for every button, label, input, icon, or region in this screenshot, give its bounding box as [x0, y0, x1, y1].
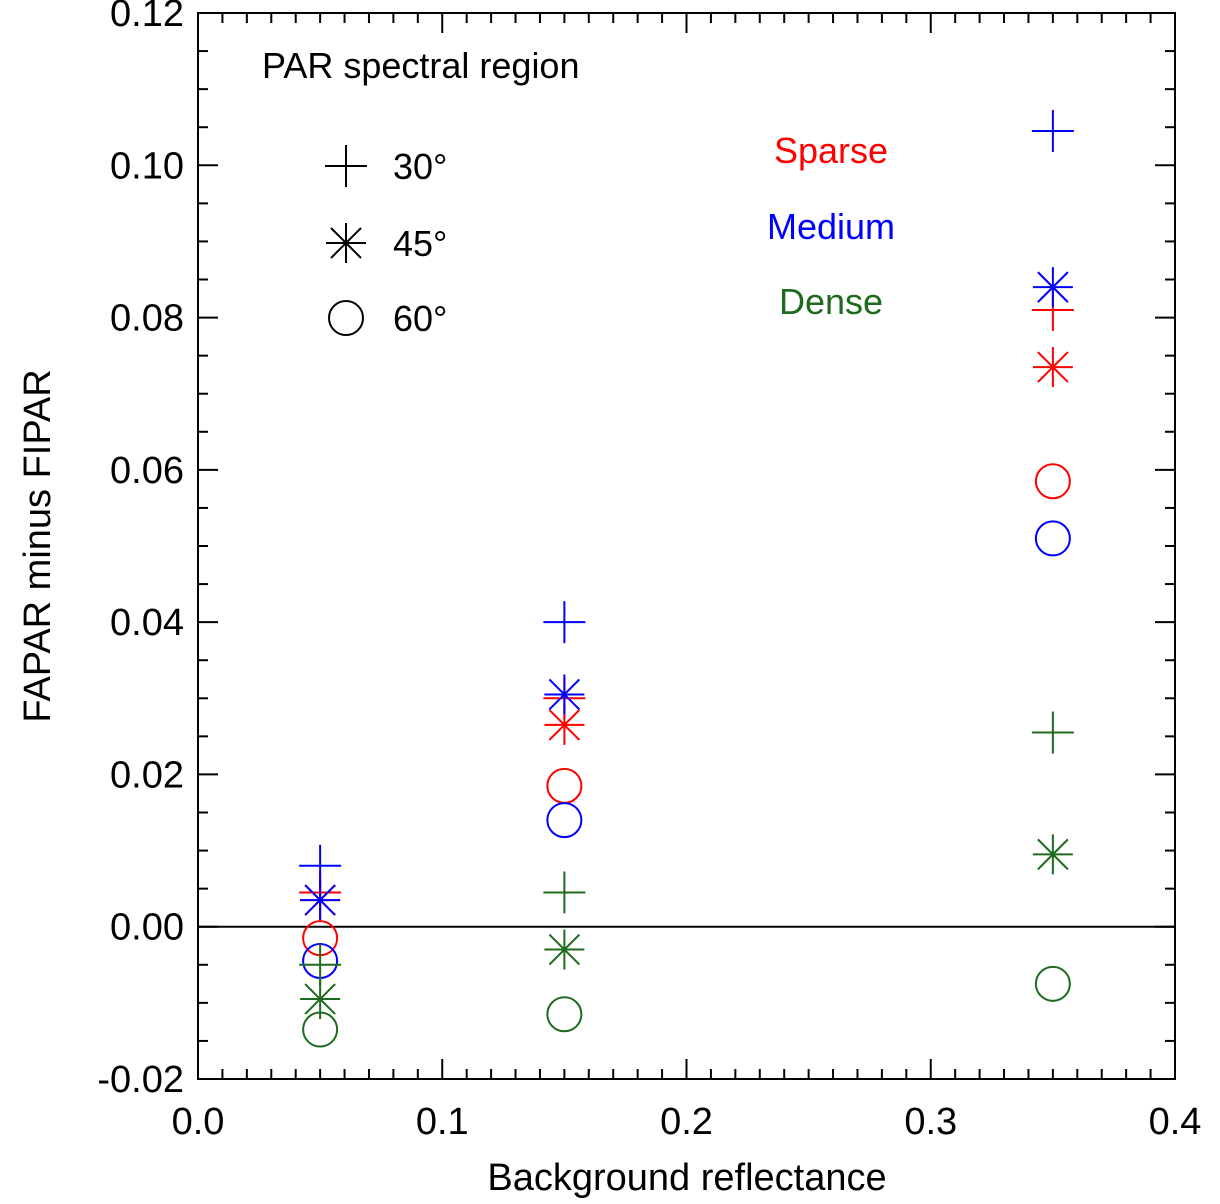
- asterisk-marker-d2: [1037, 351, 1069, 383]
- y-tick-label: 0.04: [110, 602, 184, 644]
- legend-density-label: Medium: [767, 206, 895, 247]
- legend-density-label: Dense: [779, 281, 883, 322]
- x-tick-label: 0.3: [904, 1101, 957, 1143]
- data-points: [299, 110, 1074, 1048]
- data-point: [300, 979, 341, 1020]
- asterisk-marker-d2: [548, 709, 581, 741]
- data-point: [1032, 347, 1073, 388]
- data-point: [543, 601, 586, 644]
- data-point: [1034, 463, 1071, 500]
- legend-density-label: Sparse: [774, 130, 888, 171]
- legend-asterisk-symbol: [326, 223, 366, 263]
- y-tick-label: 0.12: [110, 0, 184, 35]
- data-point: [299, 844, 342, 887]
- data-point: [544, 929, 585, 970]
- x-tick-label: 0.2: [660, 1101, 713, 1143]
- y-axis-title: FAPAR minus FIPAR: [17, 369, 59, 722]
- x-tick-label: 0.4: [1149, 1101, 1202, 1143]
- data-point: [544, 674, 585, 715]
- data-point: [302, 1011, 339, 1048]
- data-point: [1031, 110, 1074, 153]
- marker-legend: 30° 45° 60°: [325, 145, 447, 339]
- color-legend: Sparse Medium Dense: [767, 130, 895, 322]
- y-tick-label: -0.02: [97, 1059, 184, 1101]
- data-point: [1031, 711, 1074, 754]
- y-tick-label: 0.00: [110, 907, 184, 949]
- data-point: [546, 996, 583, 1033]
- asterisk-marker-d2: [304, 884, 336, 916]
- data-point: [1032, 834, 1073, 875]
- axis-tick-labels: 0.0 0.1 0.2 0.3 0.4 -0.02 0.00 0.02 0.04 0.06 0.08…: [97, 0, 1201, 1143]
- circle-marker: [1034, 463, 1071, 500]
- y-tick-label: 0.08: [110, 298, 184, 340]
- asterisk-marker-d2: [1037, 838, 1069, 871]
- x-axis-title: Background reflectance: [487, 1157, 886, 1199]
- data-point: [1032, 267, 1073, 308]
- circle-marker: [546, 802, 583, 839]
- asterisk-marker-d2: [304, 983, 336, 1015]
- legend-angle-label: 30°: [393, 146, 447, 187]
- legend-circle-symbol: [328, 300, 364, 336]
- circle-marker: [546, 996, 583, 1033]
- x-tick-label: 0.0: [172, 1101, 225, 1143]
- data-point: [300, 880, 341, 921]
- circle-marker: [1034, 965, 1071, 1002]
- asterisk-marker-d2: [1037, 271, 1069, 303]
- axis-ticks: [197, 12, 1176, 1080]
- data-point: [546, 802, 583, 839]
- y-tick-label: 0.02: [110, 754, 184, 796]
- spectral-region-annotation: PAR spectral region: [262, 45, 579, 86]
- plot-frame: [197, 12, 1176, 1080]
- data-point: [543, 871, 586, 914]
- circle-marker: [328, 300, 364, 336]
- y-tick-label: 0.06: [110, 450, 184, 492]
- data-point: [546, 767, 583, 804]
- circle-marker: [1034, 520, 1071, 557]
- data-point: [1034, 520, 1071, 557]
- circle-marker: [302, 1011, 339, 1048]
- circle-marker: [546, 767, 583, 804]
- y-tick-label: 0.10: [110, 145, 184, 187]
- legend-angle-label: 60°: [393, 298, 447, 339]
- data-point: [1034, 965, 1071, 1002]
- legend-plus-symbol: [325, 145, 367, 187]
- legend-angle-label: 45°: [393, 223, 447, 264]
- asterisk-marker-d2: [330, 227, 362, 259]
- x-tick-label: 0.1: [416, 1101, 469, 1143]
- asterisk-marker-d2: [548, 678, 581, 711]
- data-point: [299, 943, 342, 986]
- asterisk-marker-d2: [548, 933, 581, 966]
